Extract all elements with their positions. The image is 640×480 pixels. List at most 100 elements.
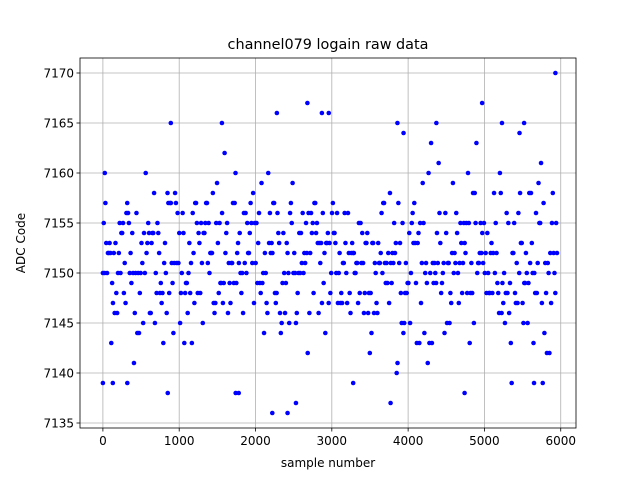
data-point bbox=[339, 300, 345, 306]
data-point bbox=[220, 300, 226, 306]
data-point bbox=[170, 280, 175, 286]
data-point bbox=[310, 220, 316, 226]
data-point bbox=[154, 290, 159, 296]
data-point bbox=[387, 190, 393, 196]
data-point bbox=[285, 410, 290, 416]
data-point bbox=[161, 260, 167, 266]
data-point bbox=[547, 350, 552, 356]
y-tick-label: 7150 bbox=[43, 266, 74, 280]
data-point bbox=[101, 220, 107, 226]
data-point bbox=[485, 230, 490, 236]
data-point bbox=[246, 250, 252, 256]
data-point bbox=[125, 380, 130, 386]
data-point bbox=[180, 210, 185, 216]
data-point bbox=[159, 300, 164, 306]
data-point bbox=[189, 340, 195, 346]
data-point bbox=[114, 310, 120, 316]
data-point bbox=[436, 160, 441, 166]
data-point bbox=[140, 320, 146, 326]
data-point bbox=[336, 270, 342, 276]
data-point bbox=[181, 230, 186, 236]
data-point bbox=[327, 240, 332, 246]
data-point bbox=[118, 270, 123, 276]
data-point bbox=[381, 200, 387, 206]
data-point bbox=[492, 270, 498, 276]
data-point bbox=[148, 310, 154, 316]
x-axis-label: sample number bbox=[281, 456, 375, 470]
data-point bbox=[116, 250, 122, 256]
data-point bbox=[293, 400, 299, 406]
data-point bbox=[543, 290, 549, 296]
data-point bbox=[350, 380, 356, 386]
data-point bbox=[225, 310, 231, 316]
data-point bbox=[506, 220, 511, 226]
data-point bbox=[441, 260, 446, 266]
data-point bbox=[228, 300, 233, 306]
data-point bbox=[282, 310, 288, 316]
data-point bbox=[265, 170, 271, 176]
data-point bbox=[125, 210, 131, 216]
data-point bbox=[480, 260, 486, 266]
data-point bbox=[131, 360, 137, 366]
data-point bbox=[203, 220, 208, 226]
data-point bbox=[217, 220, 222, 226]
data-point bbox=[142, 270, 148, 276]
data-point bbox=[273, 300, 279, 306]
data-point bbox=[107, 240, 112, 246]
data-point bbox=[248, 200, 253, 206]
data-point bbox=[145, 220, 151, 226]
data-point bbox=[138, 270, 143, 276]
data-point bbox=[397, 240, 403, 246]
data-point bbox=[489, 240, 494, 246]
data-point bbox=[162, 240, 168, 246]
data-point bbox=[459, 290, 465, 296]
data-point bbox=[364, 240, 369, 246]
data-point bbox=[334, 210, 340, 216]
data-point bbox=[494, 250, 499, 256]
data-point bbox=[127, 270, 133, 276]
data-point bbox=[386, 300, 392, 306]
data-point bbox=[374, 300, 379, 306]
data-point bbox=[400, 220, 405, 226]
data-point bbox=[417, 220, 423, 226]
data-point bbox=[250, 190, 256, 196]
data-point bbox=[303, 220, 309, 226]
data-point bbox=[521, 120, 527, 126]
data-point bbox=[150, 230, 156, 236]
data-point bbox=[360, 260, 366, 266]
data-point bbox=[202, 230, 207, 236]
data-point bbox=[209, 250, 215, 256]
x-tick-label: 2000 bbox=[240, 434, 271, 448]
data-point bbox=[185, 310, 190, 316]
data-point bbox=[412, 200, 417, 206]
data-point bbox=[373, 270, 378, 276]
data-point bbox=[197, 240, 202, 246]
chart-title: channel079 logain raw data bbox=[228, 37, 429, 53]
data-point bbox=[432, 270, 438, 276]
data-point bbox=[506, 310, 512, 316]
data-point bbox=[448, 290, 453, 296]
data-point bbox=[353, 270, 358, 276]
data-point bbox=[426, 170, 431, 176]
data-point bbox=[165, 190, 170, 196]
data-point bbox=[114, 290, 119, 296]
data-point bbox=[516, 210, 521, 216]
data-point bbox=[294, 310, 300, 316]
data-point bbox=[234, 280, 239, 286]
data-point bbox=[319, 110, 325, 116]
grid-lines bbox=[80, 58, 576, 428]
data-point bbox=[143, 170, 148, 176]
data-point bbox=[275, 210, 280, 216]
data-point bbox=[156, 250, 162, 256]
data-point bbox=[267, 210, 273, 216]
data-point bbox=[357, 290, 363, 296]
data-point bbox=[549, 220, 555, 226]
data-point bbox=[446, 260, 452, 266]
data-point bbox=[100, 380, 106, 386]
data-point bbox=[196, 230, 201, 236]
data-point bbox=[164, 310, 169, 316]
data-point bbox=[429, 340, 435, 346]
data-point bbox=[545, 260, 551, 266]
